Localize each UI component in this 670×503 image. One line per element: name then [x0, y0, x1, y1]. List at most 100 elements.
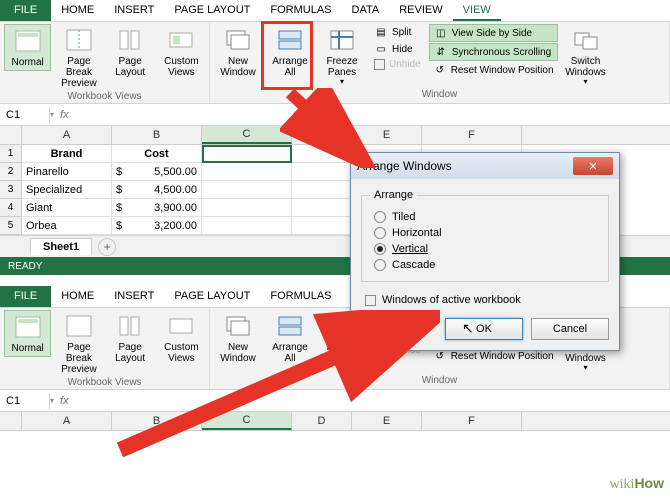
col-header[interactable]: F	[422, 412, 522, 430]
group-label-window: Window	[214, 89, 665, 102]
split-button[interactable]: ▤Split	[370, 24, 425, 40]
row-header[interactable]: 3	[0, 181, 22, 199]
page-layout-button-2[interactable]: Page Layout	[107, 310, 154, 366]
cell[interactable]	[202, 181, 292, 199]
page-layout-button[interactable]: Page Layout	[107, 24, 154, 80]
col-header[interactable]: D	[292, 412, 352, 430]
tab-home-2[interactable]: HOME	[51, 286, 104, 307]
col-header[interactable]: B	[112, 412, 202, 430]
tab-view[interactable]: VIEW	[453, 0, 501, 21]
cancel-button[interactable]: Cancel	[531, 318, 609, 340]
cell[interactable]	[202, 217, 292, 235]
synchronous-scrolling-button[interactable]: ⇵Synchronous Scrolling	[429, 43, 558, 61]
unhide-button[interactable]: Unhide	[370, 58, 425, 71]
reset-pos-icon: ↺	[433, 63, 447, 77]
cell[interactable]	[292, 199, 352, 217]
freeze-panes-button[interactable]: Freeze Panes▾	[318, 24, 366, 89]
hide-button[interactable]: ▭Hide	[370, 41, 425, 57]
cell[interactable]: $5,500.00	[112, 163, 202, 181]
col-header-c[interactable]: C	[202, 126, 292, 144]
row-header[interactable]: 1	[0, 145, 22, 163]
cell[interactable]: $3,200.00	[112, 217, 202, 235]
cell[interactable]	[292, 145, 352, 163]
fx-icon[interactable]: fx	[60, 109, 69, 121]
switch-windows-icon	[572, 26, 600, 54]
close-button[interactable]: ✕	[573, 157, 613, 175]
switch-windows-button[interactable]: Switch Windows▾	[562, 24, 610, 89]
sheet-tab-sheet1[interactable]: Sheet1	[30, 238, 92, 255]
tab-home[interactable]: HOME	[51, 0, 104, 21]
radio-vertical[interactable]: Vertical	[370, 241, 600, 257]
name-box[interactable]: C1	[0, 107, 50, 123]
cell[interactable]: Giant	[22, 199, 112, 217]
cell[interactable]: $4,500.00	[112, 181, 202, 199]
ribbon-tabs: FILE HOME INSERT PAGE LAYOUT FORMULAS DA…	[0, 0, 670, 22]
group-label-workbook-views: Workbook Views	[4, 91, 205, 104]
reset-pos-icon: ↺	[433, 349, 447, 363]
page-break-preview-button[interactable]: Page Break Preview	[55, 24, 102, 91]
col-header[interactable]: E	[352, 412, 422, 430]
col-header[interactable]: C	[202, 412, 292, 430]
row-header[interactable]: 5	[0, 217, 22, 235]
cell[interactable]	[202, 199, 292, 217]
tab-formulas[interactable]: FORMULAS	[260, 0, 341, 21]
new-window-button-2[interactable]: New Window	[214, 310, 262, 366]
cell[interactable]: Orbea	[22, 217, 112, 235]
cell[interactable]: Pinarello	[22, 163, 112, 181]
radio-icon	[374, 227, 386, 239]
tab-insert[interactable]: INSERT	[104, 0, 164, 21]
dialog-titlebar[interactable]: Arrange Windows ✕	[351, 153, 619, 179]
new-window-icon	[224, 26, 252, 54]
formula-bar: C1 ▾ fx	[0, 104, 670, 126]
tab-page-layout[interactable]: PAGE LAYOUT	[164, 0, 260, 21]
select-all-corner-2[interactable]	[0, 412, 22, 430]
row-header[interactable]: 2	[0, 163, 22, 181]
reset-window-position-button[interactable]: ↺Reset Window Position	[429, 62, 558, 78]
page-break-preview-button-2[interactable]: Page Break Preview	[55, 310, 102, 377]
cell[interactable]: Brand	[22, 145, 112, 163]
add-sheet-button[interactable]: +	[98, 238, 116, 256]
cell-selected[interactable]	[202, 145, 292, 163]
cell[interactable]	[292, 163, 352, 181]
cell[interactable]	[292, 181, 352, 199]
custom-views-button-2[interactable]: Custom Views	[158, 310, 205, 366]
name-box-2[interactable]: C1	[0, 393, 50, 409]
tab-formulas-2[interactable]: FORMULAS	[260, 286, 341, 307]
row-header[interactable]: 4	[0, 199, 22, 217]
view-side-by-side-button[interactable]: ◫View Side by Side	[429, 24, 558, 42]
custom-views-button[interactable]: Custom Views	[158, 24, 205, 80]
col-header[interactable]: A	[22, 412, 112, 430]
tab-data[interactable]: DATA	[342, 0, 390, 21]
arrange-all-icon	[276, 26, 304, 54]
radio-cascade[interactable]: Cascade	[370, 257, 600, 273]
custom-views-icon	[167, 312, 195, 340]
checkbox-windows-of-active[interactable]: Windows of active workbook	[361, 292, 609, 308]
col-header-f[interactable]: F	[422, 126, 522, 144]
col-header-a[interactable]: A	[22, 126, 112, 144]
col-header-b[interactable]: B	[112, 126, 202, 144]
cell[interactable]: Specialized	[22, 181, 112, 199]
tab-review[interactable]: REVIEW	[389, 0, 452, 21]
arrange-all-button-2[interactable]: Arrange All	[266, 310, 314, 366]
radio-tiled[interactable]: Tiled	[370, 209, 600, 225]
cell[interactable]: Cost	[112, 145, 202, 163]
tab-file-2[interactable]: FILE	[0, 286, 51, 307]
wikihow-watermark: wikiHow	[610, 475, 664, 493]
radio-horizontal[interactable]: Horizontal	[370, 225, 600, 241]
cell[interactable]: $3,900.00	[112, 199, 202, 217]
ok-button[interactable]: OK	[445, 318, 523, 340]
group-label: Window	[214, 375, 665, 388]
col-header-e[interactable]: E	[352, 126, 422, 144]
fx-icon[interactable]: fx	[60, 395, 69, 407]
cell[interactable]	[202, 163, 292, 181]
new-window-button[interactable]: New Window	[214, 24, 262, 80]
normal-button-2[interactable]: Normal	[4, 310, 51, 357]
select-all-corner[interactable]	[0, 126, 22, 144]
tab-insert-2[interactable]: INSERT	[104, 286, 164, 307]
col-header-d[interactable]: D	[292, 126, 352, 144]
tab-page-layout-2[interactable]: PAGE LAYOUT	[164, 286, 260, 307]
tab-file[interactable]: FILE	[0, 0, 51, 21]
arrange-all-button[interactable]: Arrange All	[266, 24, 314, 80]
cell[interactable]	[292, 217, 352, 235]
normal-button[interactable]: Normal	[4, 24, 51, 71]
